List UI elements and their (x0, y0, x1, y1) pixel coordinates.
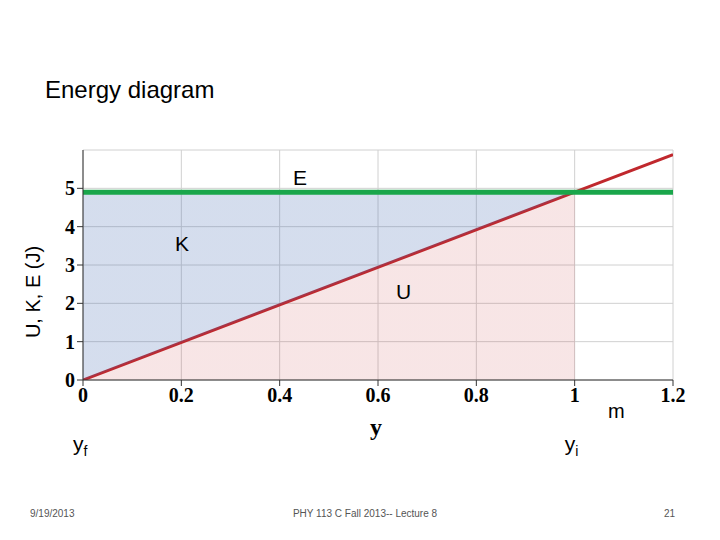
svg-text:5: 5 (65, 177, 75, 199)
svg-text:0.6: 0.6 (366, 384, 391, 406)
svg-text:0: 0 (65, 369, 75, 391)
html-text:21: 21 (664, 508, 676, 519)
svg-text:4: 4 (65, 216, 75, 238)
html-text:y: y (370, 414, 382, 440)
svg-text:2: 2 (65, 292, 75, 314)
html-text:Energy diagram: Energy diagram (45, 76, 215, 103)
html-text:PHY 113 C Fall 2013-- Lecture: PHY 113 C Fall 2013-- Lecture 8 (292, 508, 438, 519)
html-text:yi: yi (564, 432, 579, 460)
svg-text:0.2: 0.2 (169, 384, 194, 406)
svg-text:0.4: 0.4 (267, 384, 292, 406)
html-text:E: E (293, 166, 307, 189)
html-text:K: K (175, 232, 189, 255)
html-text:U: U (396, 280, 412, 303)
html-text:U, K, E (J): U, K, E (J) (21, 245, 44, 339)
svg-text:0: 0 (78, 384, 88, 406)
svg-text:1: 1 (570, 384, 580, 406)
svg-text:3: 3 (65, 254, 75, 276)
svg-text:1.2: 1.2 (661, 384, 686, 406)
html-text:m: m (608, 400, 625, 422)
svg-text:0.8: 0.8 (464, 384, 489, 406)
html-text:9/19/2013: 9/19/2013 (30, 508, 75, 519)
svg-text:1: 1 (65, 331, 75, 353)
html-text:yf: yf (73, 432, 88, 460)
